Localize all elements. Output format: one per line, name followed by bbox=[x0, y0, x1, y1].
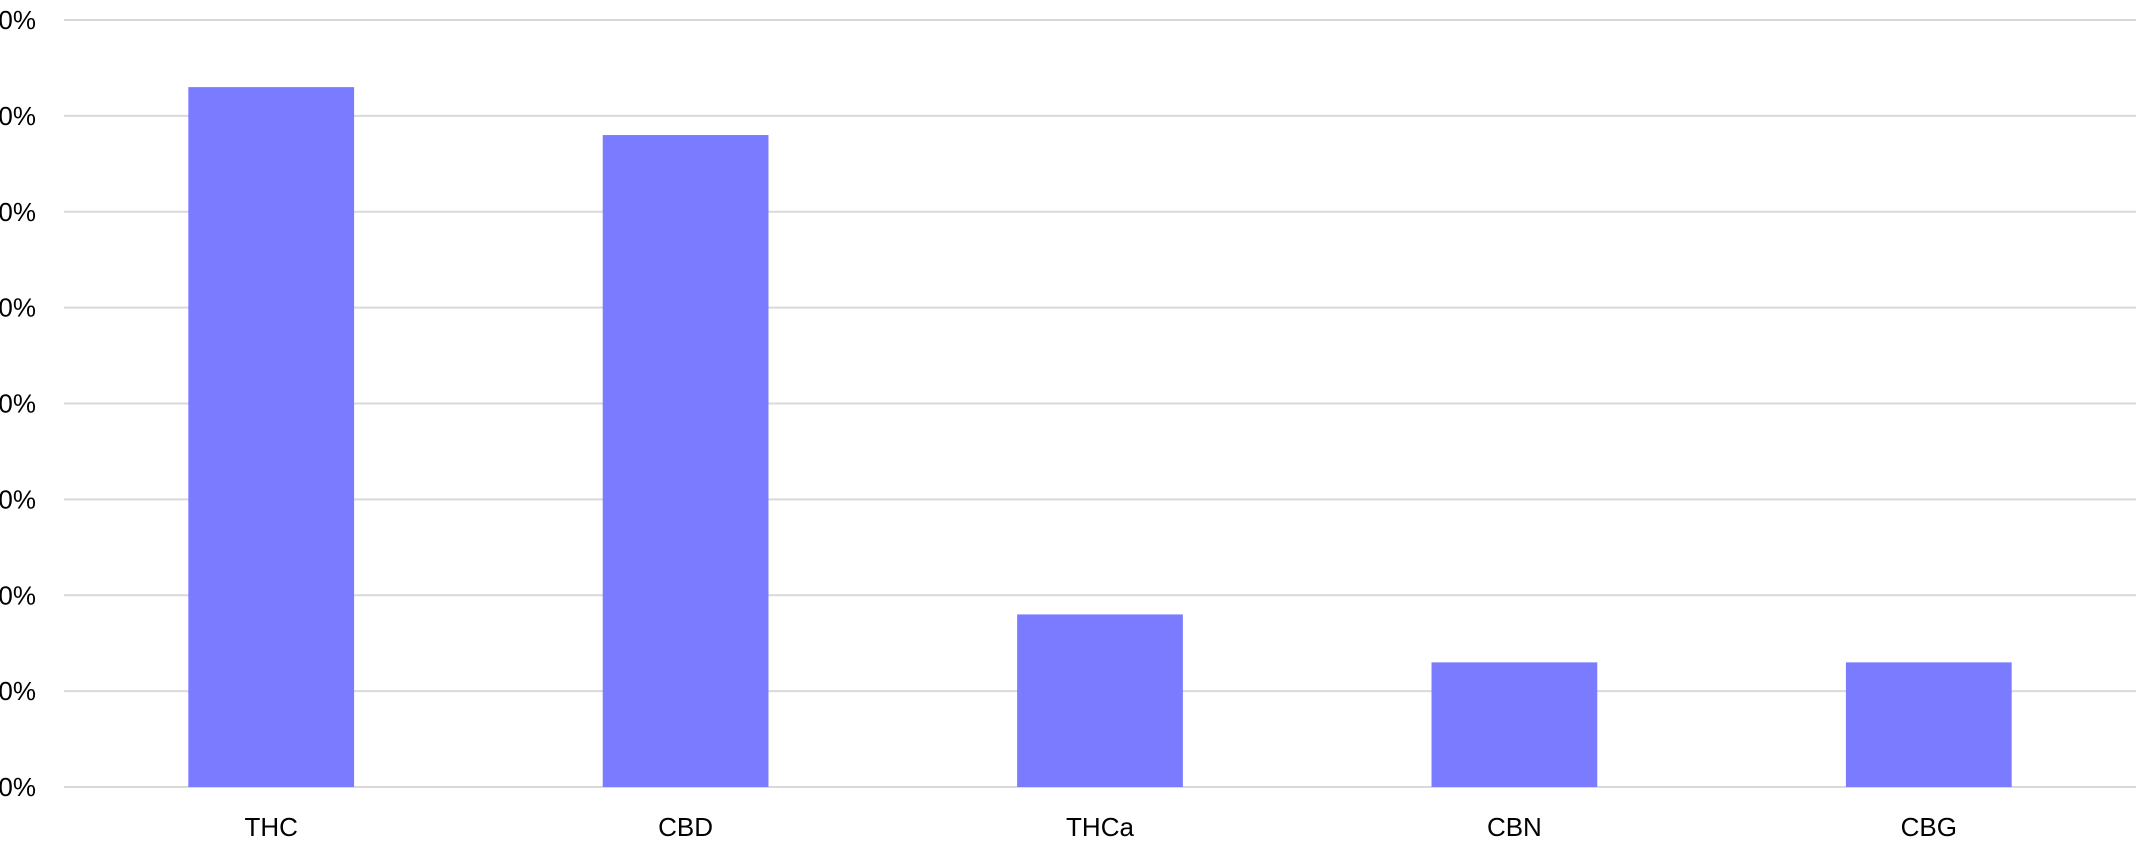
y-tick-label: 50% bbox=[0, 293, 36, 323]
bars bbox=[188, 87, 2012, 788]
y-axis-ticks: 0% 10% 20% 30% 40% 50% 60% 70% 80% bbox=[0, 5, 36, 802]
x-tick-label-cbg: CBG bbox=[1901, 812, 1957, 842]
x-tick-label-cbn: CBN bbox=[1487, 812, 1542, 842]
y-tick-label: 10% bbox=[0, 676, 36, 706]
bar-thca bbox=[1017, 614, 1183, 787]
x-tick-label-cbd: CBD bbox=[658, 812, 713, 842]
x-axis-labels: THC CBD THCa CBN CBG bbox=[244, 812, 1956, 842]
y-tick-label: 20% bbox=[0, 580, 36, 610]
x-tick-label-thc: THC bbox=[244, 812, 297, 842]
y-tick-label: 30% bbox=[0, 484, 36, 514]
y-tick-label: 0% bbox=[0, 772, 36, 802]
bar-thc bbox=[188, 87, 355, 788]
bar-cbd bbox=[602, 135, 769, 788]
bar-cbg bbox=[1845, 662, 2012, 787]
gridlines bbox=[64, 19, 2136, 788]
y-tick-label: 60% bbox=[0, 197, 36, 227]
bar-cbn bbox=[1431, 662, 1598, 787]
y-tick-label: 70% bbox=[0, 101, 36, 131]
y-tick-label: 80% bbox=[0, 5, 36, 35]
x-tick-label-thca: THCa bbox=[1066, 812, 1134, 842]
y-tick-label: 40% bbox=[0, 389, 36, 419]
